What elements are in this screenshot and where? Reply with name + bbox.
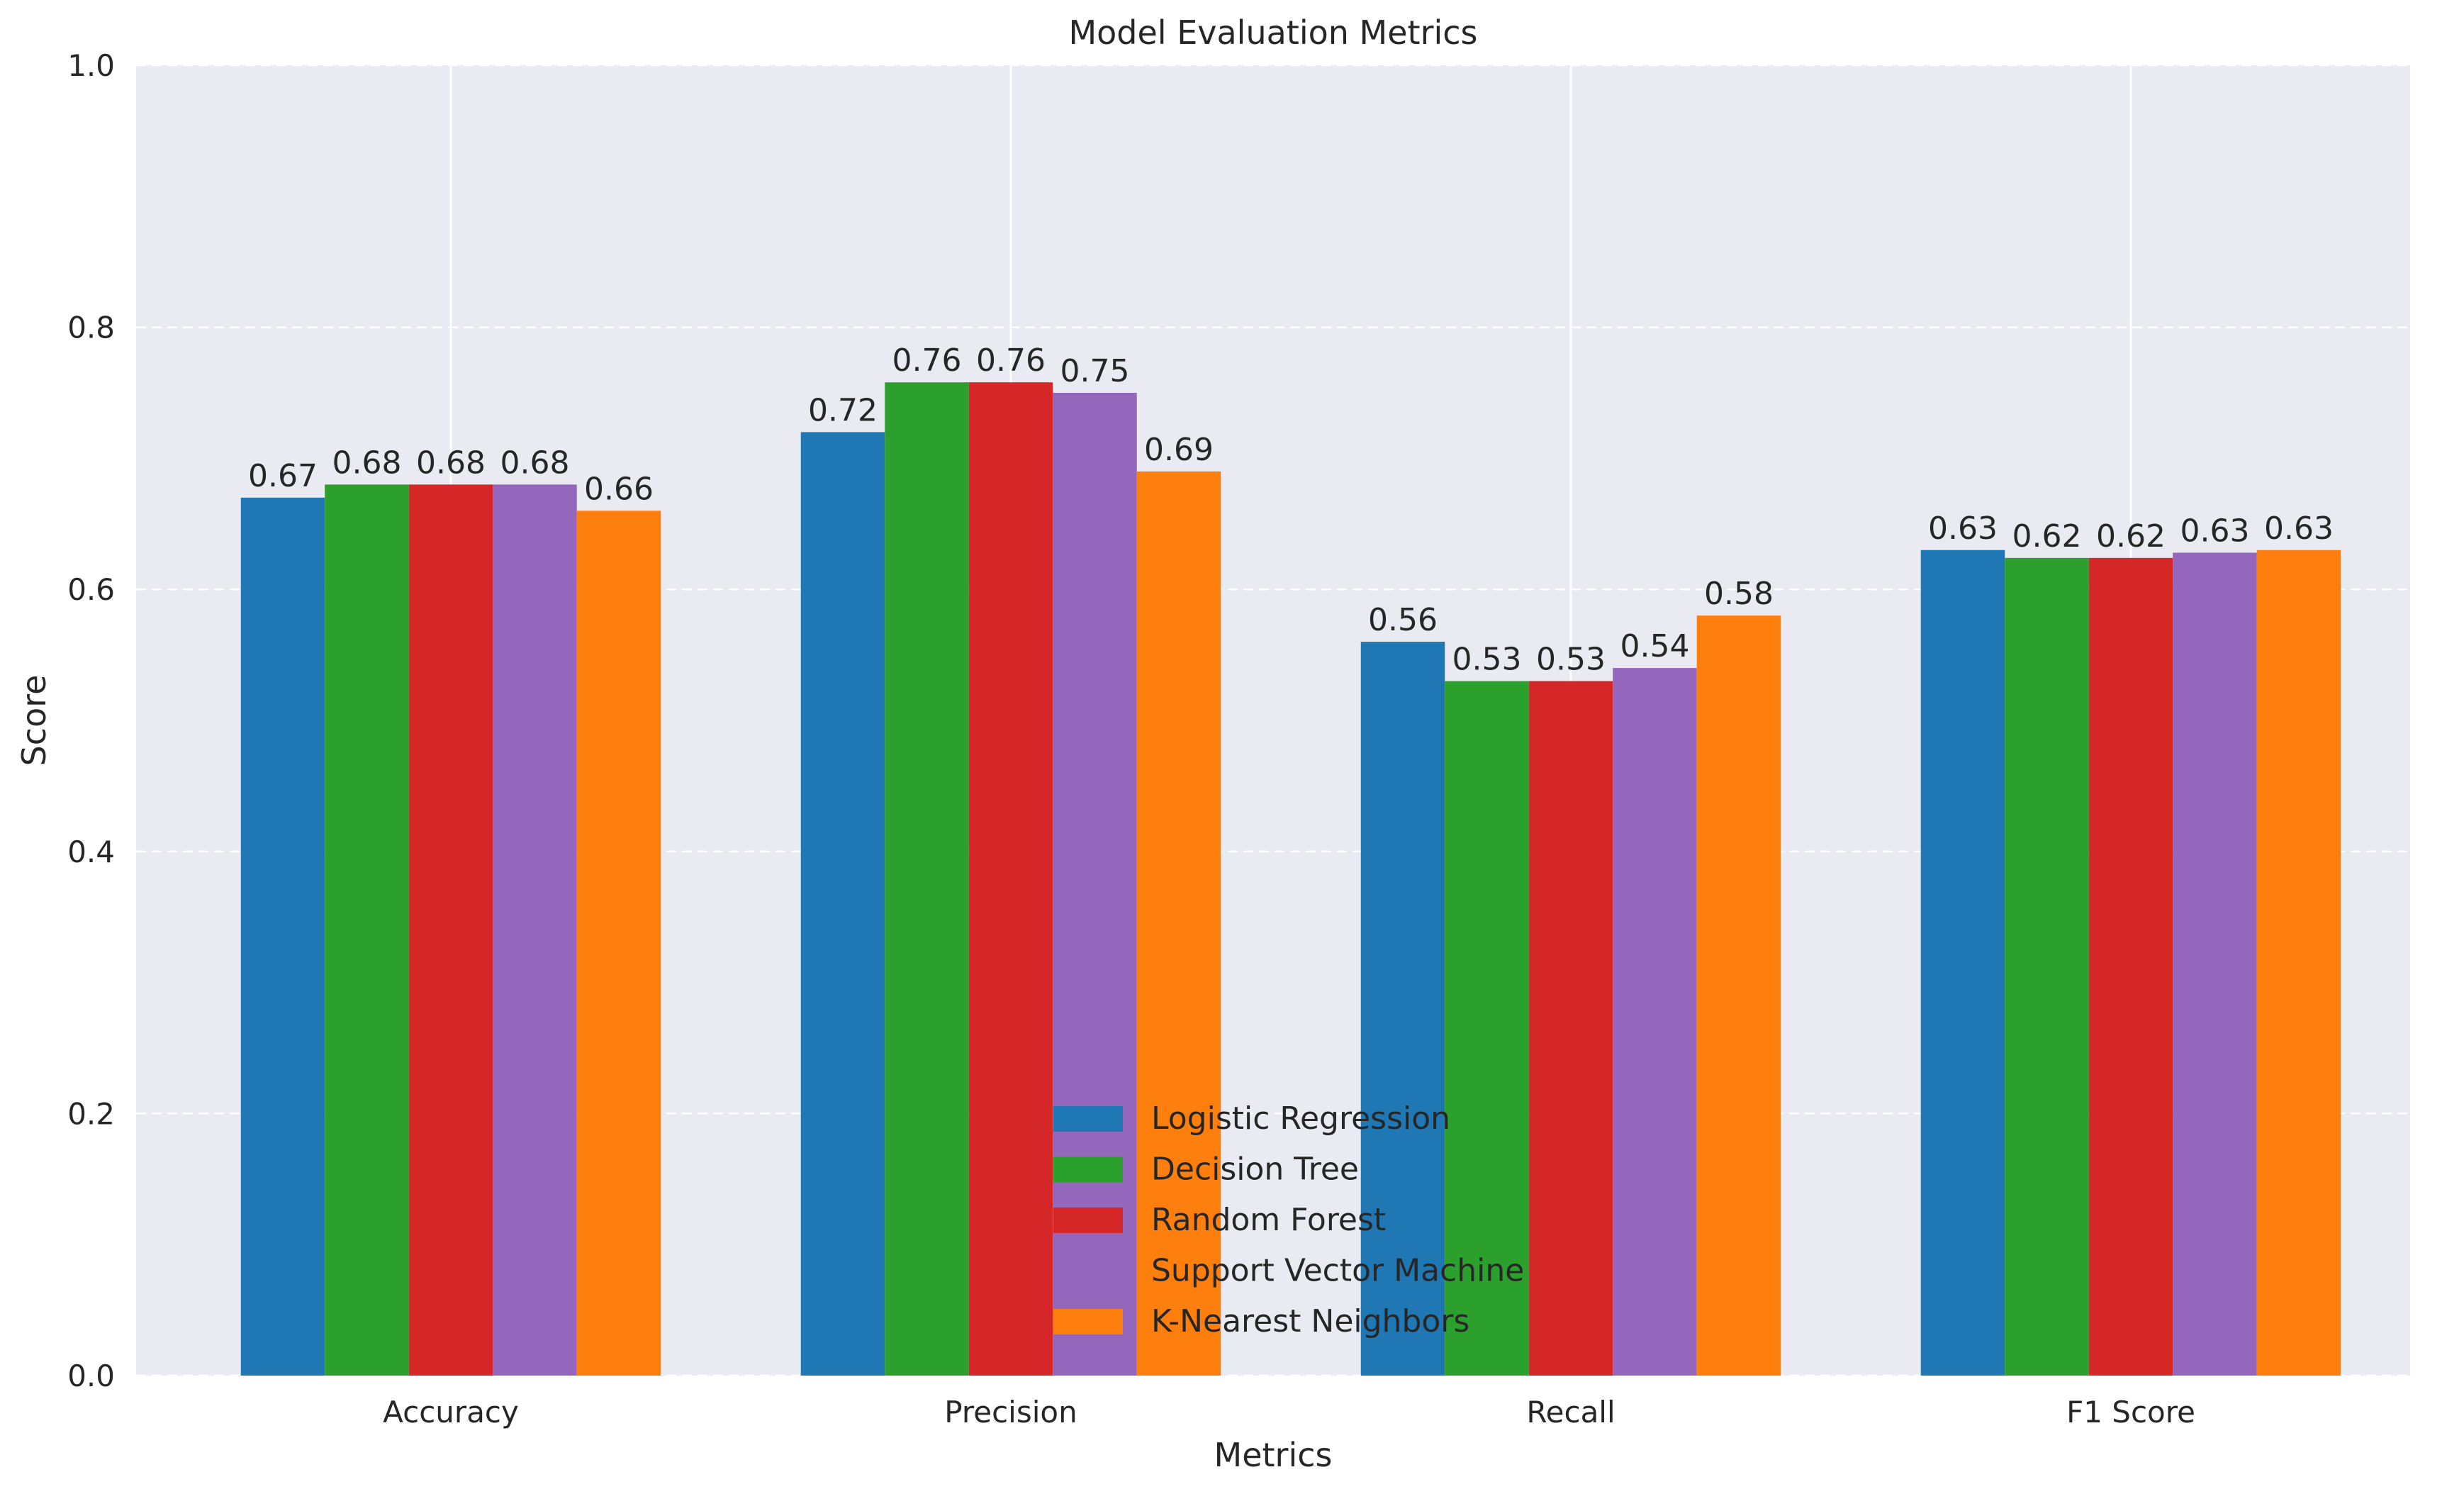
bar-value-label: 0.68 [332, 445, 402, 481]
bar [1528, 681, 1613, 1376]
y-tick-labels: 0.0 0.2 0.4 0.6 0.8 1.0 [67, 48, 115, 1393]
bar-value-label: 0.66 [584, 471, 654, 507]
bar-value-label: 0.69 [1144, 432, 1214, 468]
bar [493, 484, 577, 1376]
bar-value-label: 0.62 [2096, 518, 2166, 554]
bar-value-label: 0.68 [500, 445, 570, 481]
legend-entry: K-Nearest Neighbors [1151, 1303, 1469, 1339]
bar [325, 484, 409, 1376]
bar [1360, 642, 1445, 1376]
legend-swatch [1053, 1208, 1123, 1233]
x-tick-label: Precision [944, 1395, 1077, 1429]
y-tick-label: 0.2 [67, 1096, 115, 1131]
legend-swatch [1053, 1258, 1123, 1284]
x-tick-label: F1 Score [2066, 1395, 2195, 1429]
y-tick-label: 0.4 [67, 835, 115, 869]
bar [2088, 557, 2173, 1376]
bar-value-labels: 0.67 0.68 0.68 0.68 0.66 0.72 0.76 0.76 0.75 0.69… [248, 342, 2334, 677]
y-tick-label: 0.6 [67, 572, 115, 607]
legend-entry: Logistic Regression [1151, 1100, 1450, 1137]
bar [1696, 615, 1781, 1376]
y-axis-label: Score [15, 675, 53, 766]
x-tick-label: Recall [1526, 1395, 1615, 1429]
x-tick-labels: Accuracy Precision Recall F1 Score [383, 1395, 2195, 1429]
bar [576, 511, 661, 1376]
bar-value-label: 0.56 [1368, 602, 1438, 638]
legend-swatch [1053, 1156, 1123, 1183]
bar-value-label: 0.63 [1928, 511, 1998, 547]
bar-value-label: 0.53 [1536, 642, 1606, 678]
bar [1136, 471, 1221, 1376]
legend-swatch [1053, 1106, 1123, 1132]
legend: Logistic Regression Decision Tree Random F… [1053, 1100, 1524, 1339]
bar [968, 382, 1053, 1376]
bar-value-label: 0.53 [1452, 642, 1522, 678]
legend-entry: Decision Tree [1151, 1152, 1359, 1188]
bar-value-label: 0.75 [1060, 353, 1130, 389]
legend-entry: Support Vector Machine [1151, 1253, 1524, 1289]
bar [1613, 668, 1697, 1376]
bar [2173, 552, 2257, 1376]
bar-value-label: 0.58 [1704, 576, 1774, 612]
bar-value-label: 0.68 [416, 445, 486, 481]
bar [240, 497, 325, 1376]
bar [1445, 681, 1529, 1376]
x-axis-label: Metrics [1214, 1436, 1333, 1474]
bar-value-label: 0.67 [248, 458, 318, 494]
bar-value-label: 0.72 [808, 392, 878, 428]
bar-value-label: 0.63 [2264, 511, 2334, 547]
bar-value-label: 0.63 [2180, 513, 2250, 549]
chart-title: Model Evaluation Metrics [1068, 13, 1477, 52]
bar [2256, 550, 2341, 1376]
bar-value-label: 0.76 [892, 342, 962, 379]
bar [408, 484, 493, 1376]
bar [885, 382, 969, 1376]
legend-swatch [1053, 1309, 1123, 1334]
bar-value-label: 0.54 [1620, 628, 1690, 664]
bar-value-label: 0.62 [2012, 518, 2082, 554]
x-tick-label: Accuracy [383, 1395, 519, 1429]
bar [2005, 557, 2089, 1376]
bar-value-label: 0.76 [976, 342, 1046, 379]
bar [800, 432, 885, 1376]
y-tick-label: 0.8 [67, 311, 115, 345]
y-tick-label: 1.0 [67, 48, 115, 83]
bar [1920, 550, 2005, 1376]
legend-entry: Random Forest [1151, 1202, 1386, 1238]
y-tick-label: 0.0 [67, 1359, 115, 1393]
